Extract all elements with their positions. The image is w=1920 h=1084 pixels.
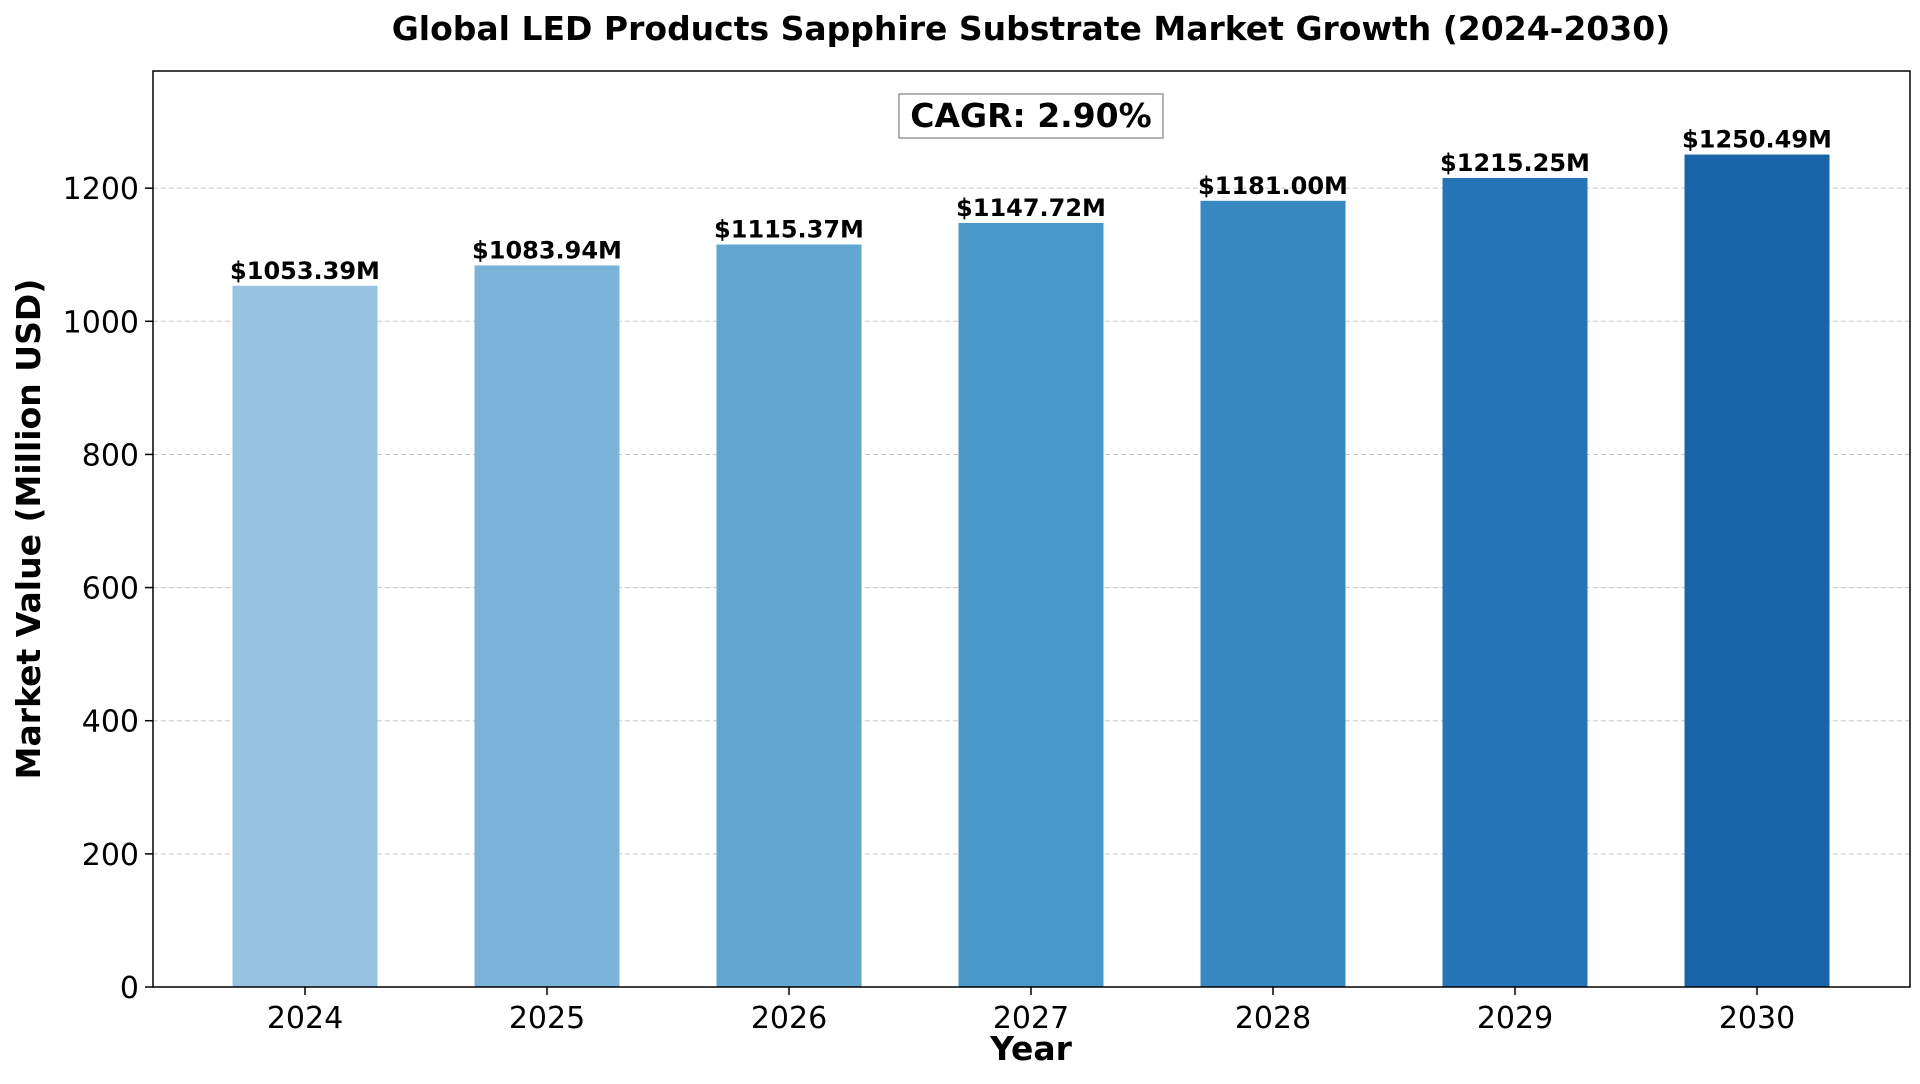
y-tick-label: 1000 <box>63 305 139 340</box>
bar-value-label: $1181.00M <box>1198 172 1348 200</box>
bar-value-label: $1053.39M <box>230 257 380 285</box>
y-axis-ticks: 0 200 400 600 800 1000 1200 <box>63 172 153 1006</box>
x-tick-label: 2030 <box>1719 1001 1795 1036</box>
y-tick-label: 1200 <box>63 172 139 207</box>
bar <box>1442 178 1588 988</box>
y-axis-label: Market Value (Million USD) <box>9 279 48 780</box>
bar-value-label: $1083.94M <box>472 236 622 264</box>
y-tick-label: 200 <box>82 838 139 873</box>
x-tick-label: 2027 <box>993 1001 1069 1036</box>
bar <box>1684 154 1830 988</box>
bar <box>1200 200 1346 988</box>
bar-value-label: $1250.49M <box>1682 126 1832 154</box>
bars <box>232 154 1830 988</box>
x-tick-label: 2029 <box>1477 1001 1553 1036</box>
chart-title: Global LED Products Sapphire Substrate M… <box>392 9 1671 48</box>
bar <box>716 244 862 987</box>
y-tick-label: 400 <box>82 705 139 740</box>
x-axis-ticks: 2024 2025 2026 2027 2028 2029 2030 <box>267 987 1795 1036</box>
bar-value-label: $1147.72M <box>956 194 1106 222</box>
bar <box>958 222 1104 988</box>
y-tick-label: 0 <box>120 971 139 1006</box>
bar-value-label: $1215.25M <box>1440 149 1590 177</box>
y-tick-label: 600 <box>82 572 139 607</box>
x-tick-label: 2024 <box>267 1001 343 1036</box>
gridlines <box>153 187 1910 855</box>
x-axis-label: Year <box>989 1029 1073 1068</box>
bar-value-label: $1115.37M <box>714 216 864 244</box>
x-tick-label: 2026 <box>751 1001 827 1036</box>
x-tick-label: 2028 <box>1235 1001 1311 1036</box>
bar-value-labels: $1053.39M $1083.94M $1115.37M $1147.72M $118… <box>230 126 1832 285</box>
cagr-annotation-box <box>898 93 1164 139</box>
cagr-annotation: CAGR: 2.90% <box>910 96 1151 135</box>
x-tick-label: 2025 <box>509 1001 585 1036</box>
bar <box>474 265 620 987</box>
bar <box>232 285 378 987</box>
y-tick-label: 800 <box>82 438 139 473</box>
